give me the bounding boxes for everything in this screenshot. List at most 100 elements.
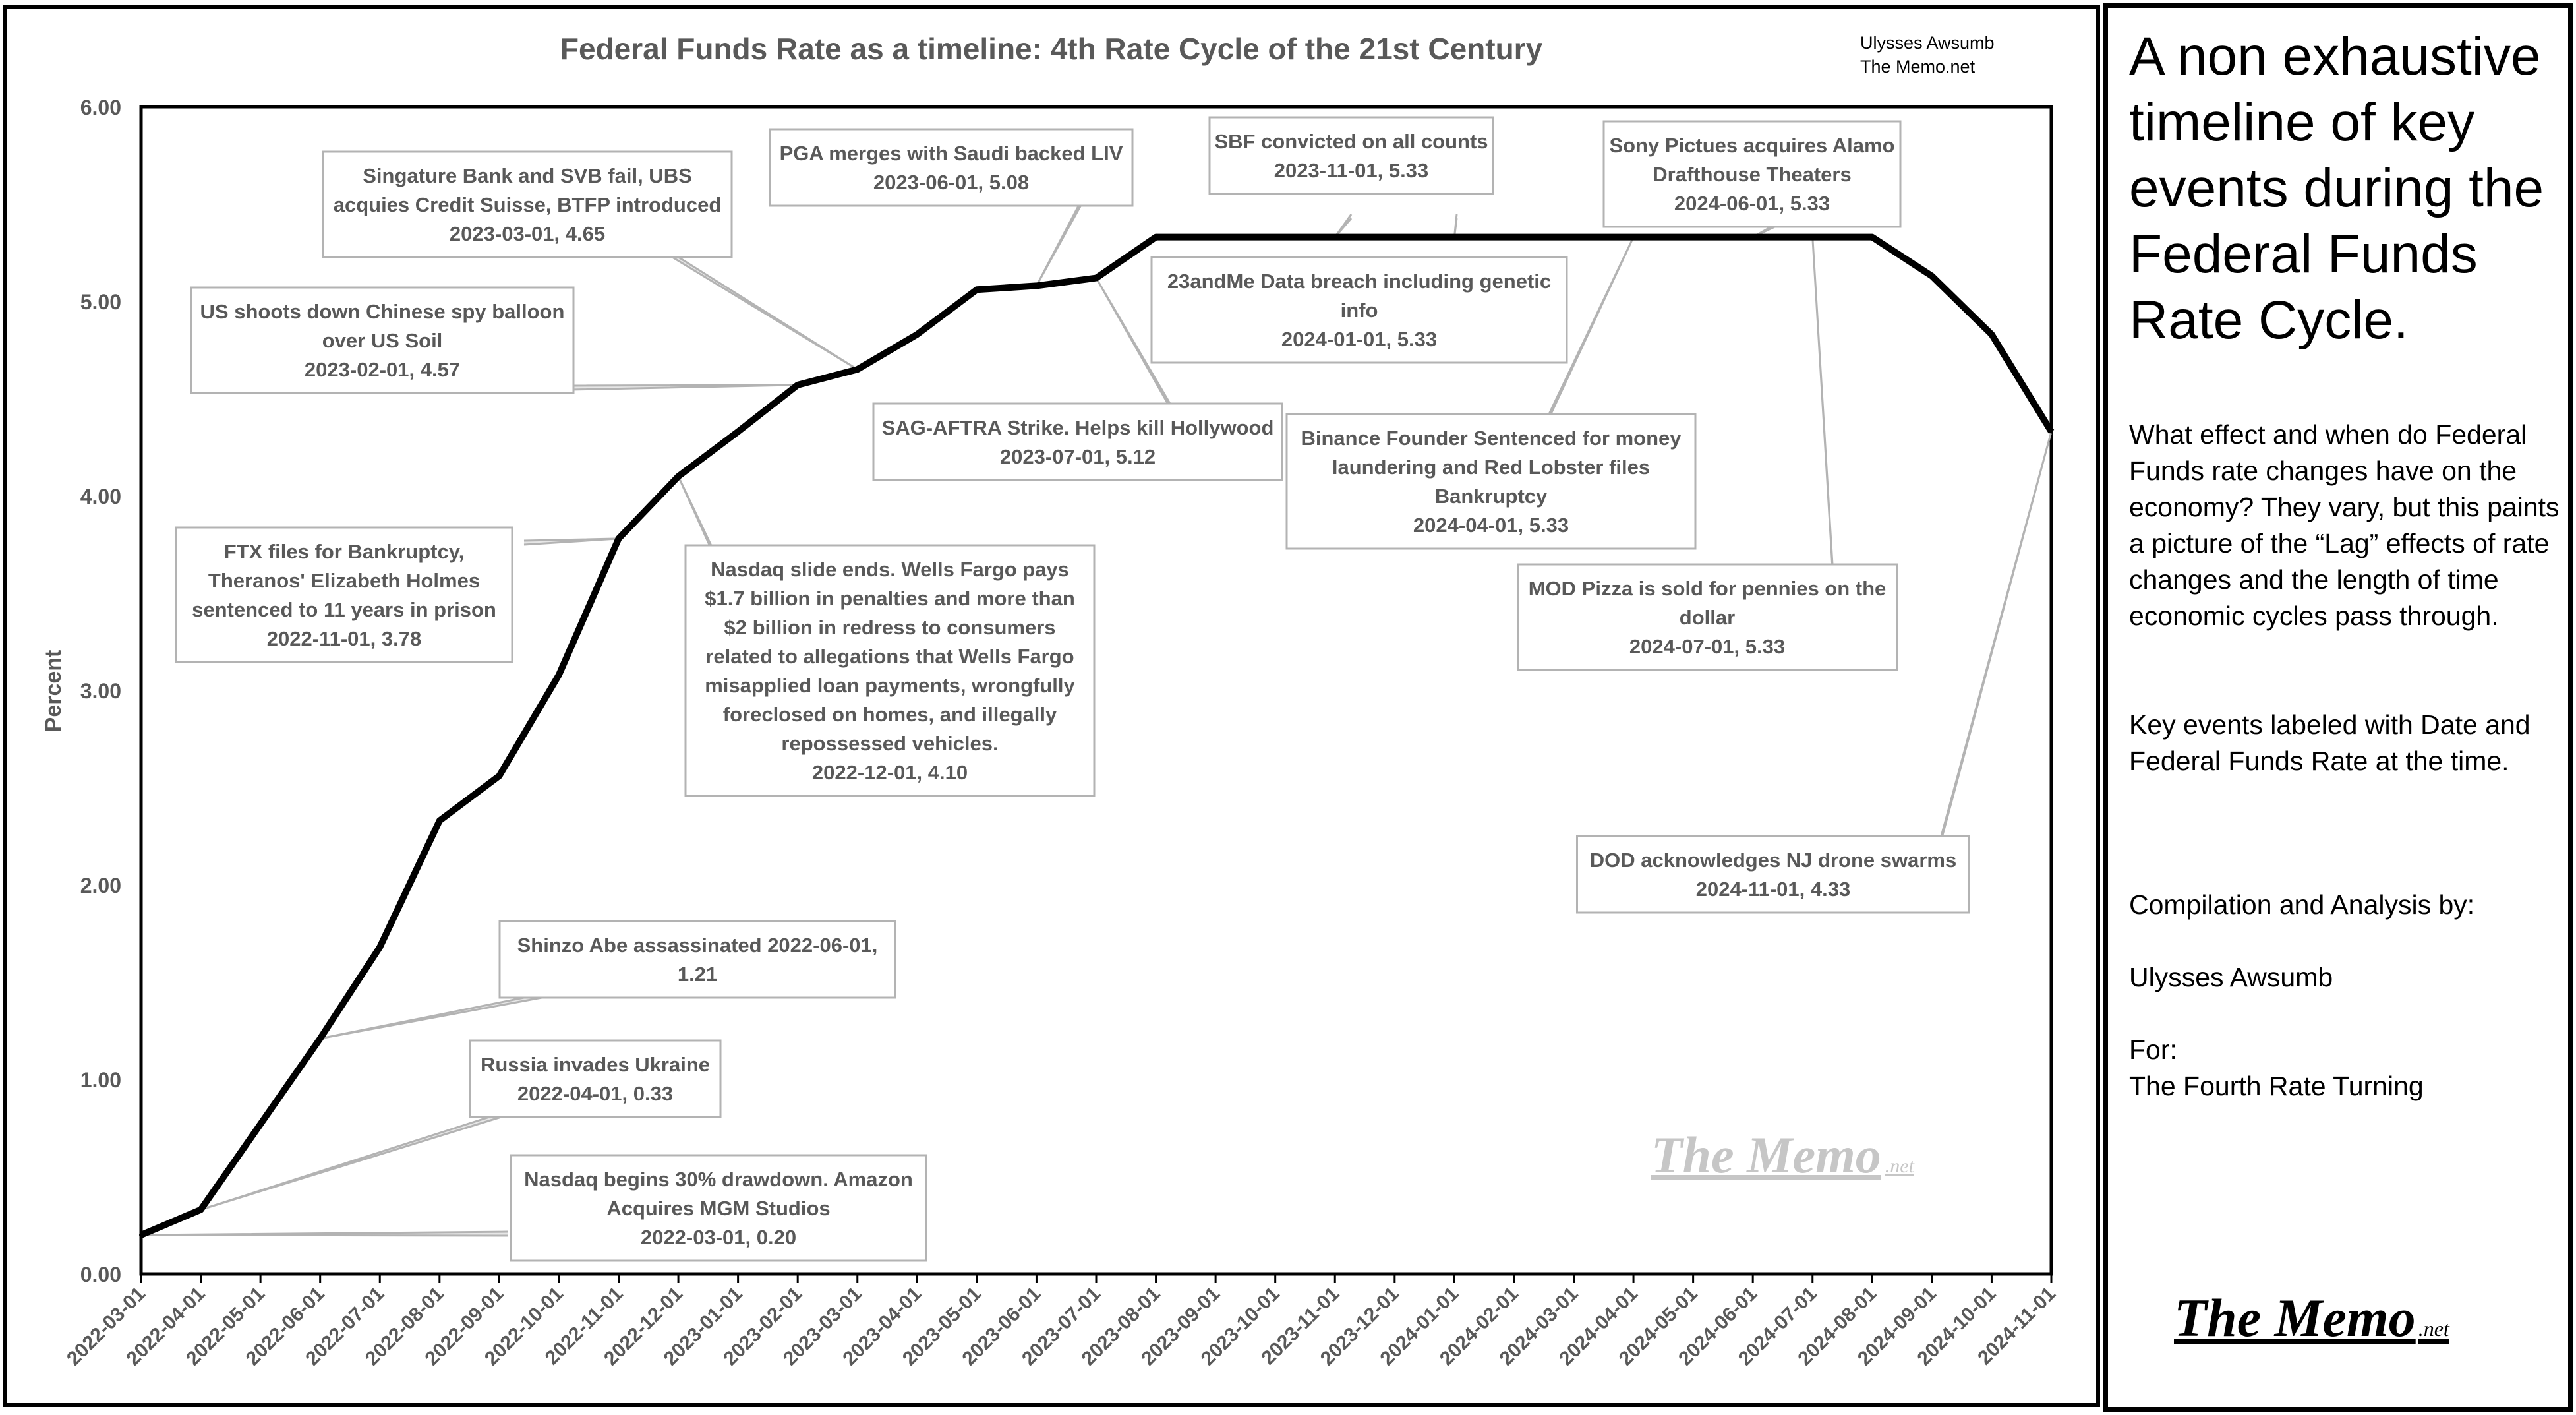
series-point xyxy=(1094,276,1098,280)
plot-frame xyxy=(139,105,2053,1276)
annotation-text: Russia invades Ukraine xyxy=(481,1053,710,1076)
annotation-text: 2023-06-01, 5.08 xyxy=(873,171,1029,194)
annotation-text: US shoots down Chinese spy balloon xyxy=(200,300,565,323)
series-point xyxy=(616,536,621,541)
annotation-text: acquies Credit Suisse, BTFP introduced xyxy=(334,193,722,216)
side-panel: A non exhaustive timeline of key events … xyxy=(2103,3,2573,1412)
memo-logo-main: The Memo xyxy=(2174,1288,2416,1348)
series-point xyxy=(855,367,860,372)
annotation-box xyxy=(498,920,896,999)
annotation-text: info xyxy=(1341,299,1378,322)
annotation-text: 2023-03-01, 4.65 xyxy=(450,222,605,245)
annotation-box xyxy=(1285,413,1697,550)
y-axis-label: Percent xyxy=(41,650,66,733)
series-point xyxy=(198,1207,203,1212)
annotation-leader xyxy=(200,1108,515,1211)
annotation-text: 2024-01-01, 5.33 xyxy=(1281,328,1437,351)
annotation-text: Shinzo Abe assassinated 2022-06-01, xyxy=(517,934,878,957)
memo-logo-suffix: .net xyxy=(2418,1317,2449,1340)
y-tick-label: 0.00 xyxy=(80,1263,121,1286)
series-point xyxy=(1870,235,1875,239)
series-point xyxy=(497,773,502,778)
annotation-box xyxy=(469,1039,722,1118)
series-point xyxy=(796,382,800,387)
annotation-text: FTX files for Bankruptcy, xyxy=(224,540,465,563)
y-tick-label: 4.00 xyxy=(80,485,121,508)
annotation-leader xyxy=(1940,431,2053,841)
chart-svg: Federal Funds Rate as a timeline: 4th Ra… xyxy=(41,32,2060,1370)
series-point xyxy=(1333,235,1337,239)
annotation-text: over US Soil xyxy=(322,329,443,352)
annotation-text: SAG-AFTRA Strike. Helps kill Hollywood xyxy=(882,416,1274,439)
annotation-box xyxy=(175,526,513,663)
annotation-leader xyxy=(523,537,619,546)
annotation-text: laundering and Red Lobster files xyxy=(1332,456,1650,479)
annotation-text: misapplied loan payments, wrongfully xyxy=(705,674,1075,697)
series-point xyxy=(1034,284,1039,288)
annotation-text: repossessed vehicles. xyxy=(781,732,998,755)
annotation-leader xyxy=(570,384,798,391)
memo-logo: The Memo .net xyxy=(2174,1287,2449,1349)
annotation-text: SBF convicted on all counts xyxy=(1214,130,1488,153)
series-point xyxy=(1273,235,1277,239)
annotation-text: PGA merges with Saudi backed LIV xyxy=(780,142,1123,165)
annotation-text: 2024-06-01, 5.33 xyxy=(1674,192,1830,215)
annotation-text: Singature Bank and SVB fail, UBS xyxy=(363,164,692,187)
series-point xyxy=(556,673,561,677)
series-point xyxy=(1511,235,1516,239)
annotation-text: MOD Pizza is sold for pennies on the xyxy=(1529,577,1887,600)
annotation-box xyxy=(872,402,1283,481)
chart-frame xyxy=(3,5,2100,1407)
series-point xyxy=(139,1233,143,1237)
y-tick-label: 5.00 xyxy=(80,290,121,314)
annotation-text: 2023-02-01, 4.57 xyxy=(305,358,460,381)
annotation-box xyxy=(1517,563,1898,671)
annotation-leader xyxy=(1811,237,1834,569)
annotation-box xyxy=(322,150,733,258)
annotation-text: Theranos' Elizabeth Holmes xyxy=(208,569,480,592)
annotation-box xyxy=(510,1154,927,1262)
chart-title: Federal Funds Rate as a timeline: 4th Ra… xyxy=(560,32,1543,66)
annotation-text: $2 billion in redress to consumers xyxy=(724,616,1055,639)
series-point xyxy=(318,1037,322,1041)
compilation-label: Compilation and Analysis by: xyxy=(2129,889,2475,920)
annotation-text: related to allegations that Wells Fargo xyxy=(705,645,1074,668)
annotation-leader xyxy=(1334,214,1353,238)
y-tick-label: 6.00 xyxy=(80,96,121,119)
annotation-text: Binance Founder Sentenced for money xyxy=(1301,427,1682,450)
annotation-text: 2022-04-01, 0.33 xyxy=(517,1082,673,1105)
annotation-text: 2022-11-01, 3.78 xyxy=(267,627,421,650)
annotation-text: Nasdaq begins 30% drawdown. Amazon xyxy=(524,1168,913,1191)
annotation-text: sentenced to 11 years in prison xyxy=(192,598,496,621)
watermark-main: The Memo xyxy=(1651,1126,1881,1184)
series-point xyxy=(974,287,979,292)
annotation-text: 2023-07-01, 5.12 xyxy=(1000,445,1156,468)
annotation-text: Acquires MGM Studios xyxy=(606,1197,830,1220)
annotation-box xyxy=(190,286,575,394)
credit-line-1: Ulysses Awsumb xyxy=(1860,33,1995,53)
annotation-box xyxy=(1602,120,1902,228)
y-tick-label: 3.00 xyxy=(80,679,121,703)
credit-line-2: The Memo.net xyxy=(1860,57,1976,76)
annotation-text: 2023-11-01, 5.33 xyxy=(1274,159,1428,182)
series-point xyxy=(1452,235,1457,239)
annotation-text: Drafthouse Theaters xyxy=(1653,163,1851,186)
annotation-text: 2024-04-01, 5.33 xyxy=(1413,514,1569,537)
series-point xyxy=(1154,235,1158,239)
annotation-text: 2024-11-01, 4.33 xyxy=(1696,878,1850,901)
plot-area: 0.001.002.003.004.005.006.002022-03-0120… xyxy=(63,96,2060,1370)
series-point xyxy=(1751,235,1755,239)
annotation-text: 2022-03-01, 0.20 xyxy=(641,1226,796,1249)
annotation-text: 1.21 xyxy=(678,963,717,986)
side-heading: A non exhaustive timeline of key events … xyxy=(2129,26,2544,350)
annotation-text: Sony Pictues acquires Alamo xyxy=(1609,134,1894,157)
annotation-text: DOD acknowledges NJ drone swarms xyxy=(1590,849,1956,872)
annotation-box xyxy=(1576,835,1970,914)
annotation-text: Bankruptcy xyxy=(1435,485,1548,508)
y-tick-label: 2.00 xyxy=(80,874,121,897)
y-tick-label: 1.00 xyxy=(80,1068,121,1092)
watermark-text: The Memo .net xyxy=(1651,1126,1915,1184)
side-paragraph-2: Key events labeled with Date and Federal… xyxy=(2129,709,2531,776)
annotation-leader xyxy=(1036,200,1082,287)
series-point xyxy=(1989,332,1994,337)
